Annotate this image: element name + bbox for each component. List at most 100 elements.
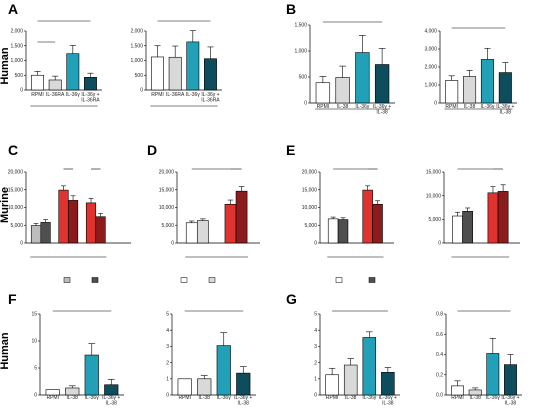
y-tick-label: 500 — [299, 75, 308, 81]
row-label: Human — [0, 332, 11, 370]
x-tick-label: IL-36γ — [480, 104, 494, 110]
x-tick-label: IL-38 — [67, 395, 79, 401]
y-tick-label: 4 — [314, 328, 317, 334]
y-tick-label: 20,000 — [159, 170, 175, 176]
y-tick-label: 1 — [166, 377, 169, 383]
y-tick-label: 2 — [314, 360, 317, 366]
panel-letter: D — [147, 142, 157, 158]
x-tick-label: IL-36RA — [166, 92, 185, 98]
bar — [197, 378, 212, 396]
x-tick-label: RPMI — [326, 395, 339, 401]
y-tick-label: 10,000 — [426, 193, 442, 199]
x-tick-label: IL-38 — [469, 395, 481, 401]
y-tick-label: 3,000 — [424, 47, 437, 53]
bar — [452, 215, 463, 244]
x-tick-label: RPMI — [151, 92, 164, 98]
panel-letter: A — [8, 1, 18, 17]
y-tick-label: 0.0 — [436, 393, 443, 399]
bar — [185, 222, 198, 244]
y-tick-label: 3 — [166, 344, 169, 350]
bar — [30, 225, 42, 244]
x-tick-label: IL-38 — [505, 401, 517, 407]
chart-panel-e: E 0 5,000 10,000 15,000 20,000 — [286, 142, 394, 283]
bar — [151, 56, 164, 91]
y-tick-label: 5 — [34, 366, 37, 372]
bar — [504, 364, 517, 396]
bar — [362, 337, 377, 396]
y-tick-label: 2,000 — [424, 65, 437, 71]
x-tick-label: IL-36γ + — [234, 395, 252, 401]
bar — [498, 72, 512, 104]
y-tick-label: 0 — [314, 393, 317, 399]
x-tick-label: IL-38 — [345, 395, 357, 401]
bar — [48, 79, 62, 91]
x-tick-label: IL-36RA — [46, 92, 65, 98]
bar — [45, 389, 60, 396]
x-tick-label: IL-36γ + — [102, 395, 120, 401]
chart-panel-c: C 0 5,000 10,000 15,000 20,000 — [8, 142, 131, 283]
bar — [168, 56, 182, 91]
x-tick-label: IL-38 — [106, 401, 118, 407]
y-tick-label: 1,500 — [130, 43, 143, 49]
bar — [374, 64, 390, 104]
bar — [335, 77, 350, 104]
y-tick-label: 10,000 — [302, 205, 318, 211]
x-tick-label: IL-36γ — [486, 395, 500, 401]
bar — [337, 219, 349, 244]
x-tick-label: RPMI — [451, 395, 464, 401]
y-tick-label: 5,000 — [304, 223, 317, 229]
bar — [65, 387, 80, 396]
bar — [204, 58, 217, 91]
y-tick-label: 1,000 — [130, 58, 143, 64]
bar — [85, 202, 97, 244]
y-tick-label: 2,000 — [130, 29, 143, 35]
bar — [343, 364, 358, 396]
x-tick-label: RPMI — [317, 104, 330, 110]
x-tick-label: RPMI — [31, 92, 44, 98]
bar — [327, 218, 339, 244]
y-tick-label: 0.6 — [436, 332, 443, 338]
bar — [487, 192, 499, 244]
y-tick-label: 1,500 — [10, 43, 23, 49]
x-tick-label: IL-36γ — [362, 395, 376, 401]
y-tick-label: 0.8 — [436, 312, 443, 318]
x-tick-label: IL-36γ — [85, 395, 99, 401]
x-tick-label: IL-38 — [199, 395, 211, 401]
y-tick-label: 15,000 — [8, 187, 24, 193]
y-tick-label: 1,500 — [294, 23, 307, 29]
y-tick-label: 0 — [140, 88, 143, 94]
y-tick-label: 5 — [314, 312, 317, 318]
x-tick-label: IL-38 — [337, 104, 349, 110]
legend-swatch — [208, 277, 216, 283]
y-tick-label: 0 — [34, 393, 37, 399]
x-tick-label: IL-36RA — [201, 98, 220, 104]
y-tick-label: 0 — [166, 393, 169, 399]
bar — [31, 74, 44, 91]
bar — [177, 378, 192, 396]
x-tick-label: IL-36γ — [217, 395, 231, 401]
y-tick-label: 1,000 — [424, 83, 437, 89]
y-tick-label: 4,000 — [424, 29, 437, 35]
bar — [355, 52, 370, 104]
bar — [196, 220, 209, 244]
y-tick-label: 0 — [20, 241, 23, 247]
y-tick-label: 15 — [31, 312, 37, 318]
x-tick-label: RPMI — [46, 395, 59, 401]
bar — [462, 210, 474, 244]
bar — [84, 77, 97, 91]
y-tick-label: 4 — [166, 328, 169, 334]
y-tick-label: 15,000 — [426, 170, 442, 176]
x-tick-label: IL-36γ — [355, 104, 369, 110]
bar — [84, 354, 99, 396]
x-tick-label: RPMI — [178, 395, 191, 401]
bar — [66, 53, 80, 91]
bar — [480, 59, 494, 104]
bar — [236, 372, 251, 396]
x-tick-label: IL-36γ + — [501, 395, 519, 401]
y-tick-label: 0 — [314, 241, 317, 247]
